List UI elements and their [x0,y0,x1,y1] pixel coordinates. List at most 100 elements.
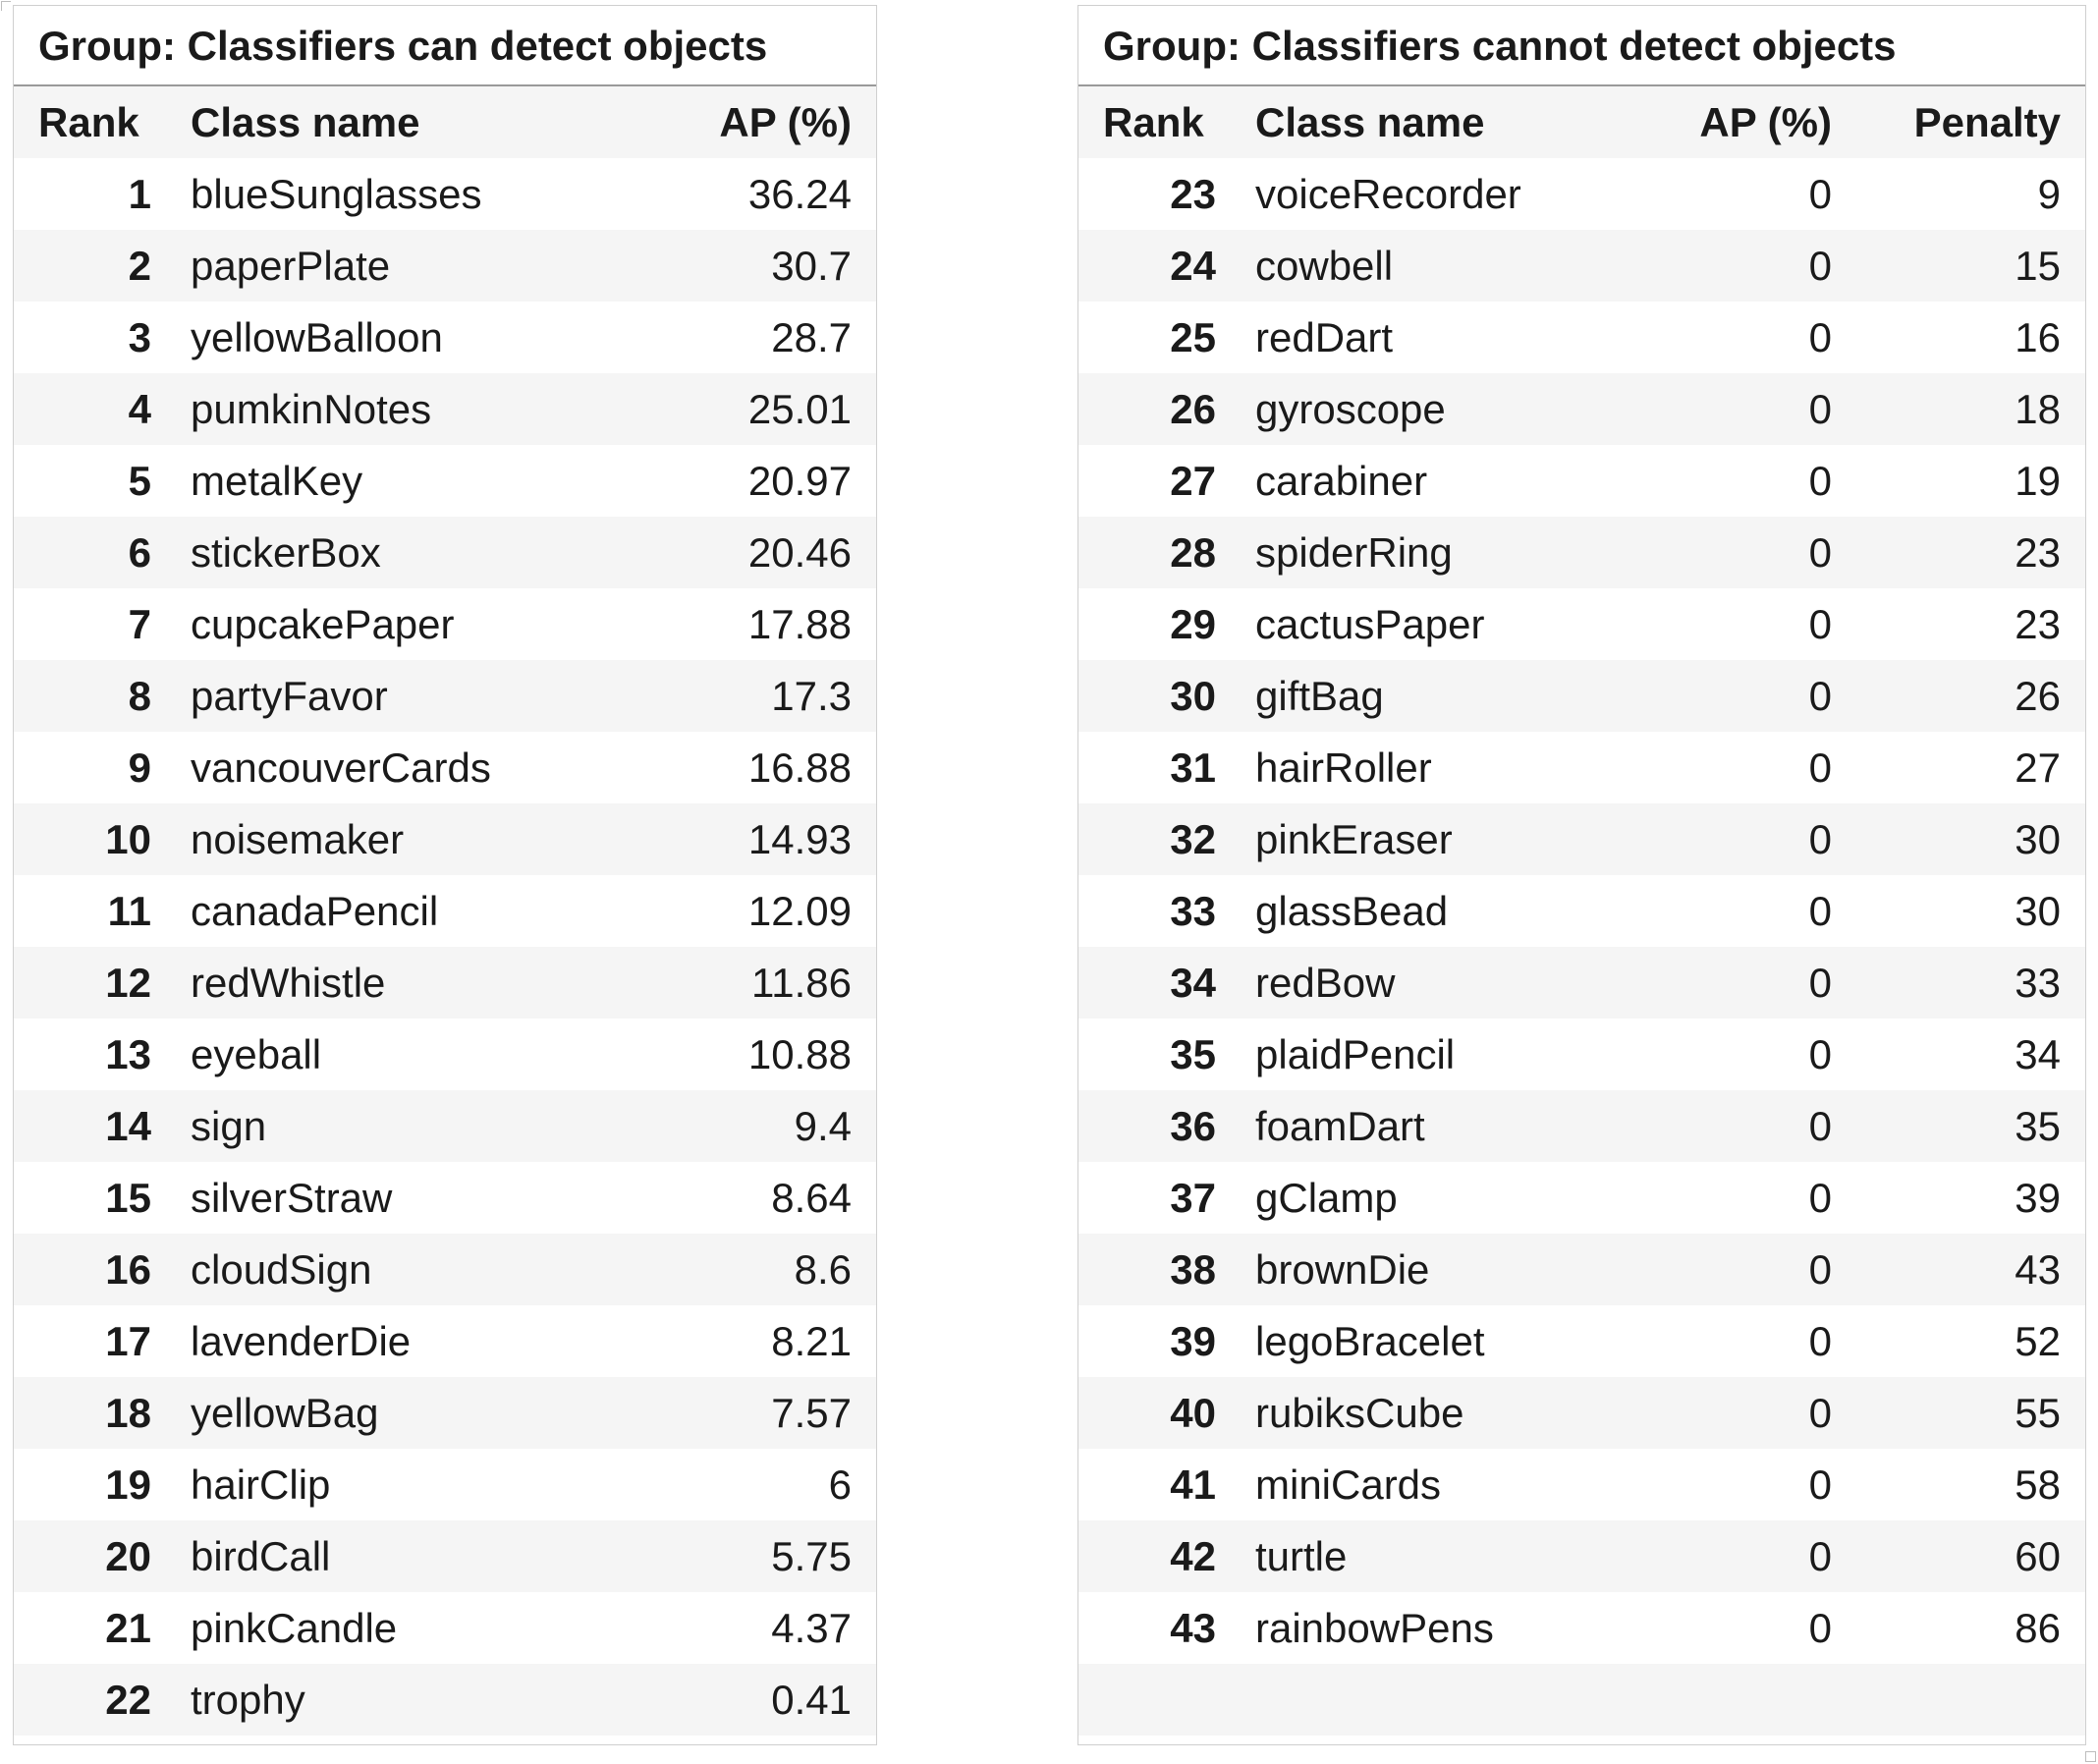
table-row: 28 spiderRing 0 23 [1078,517,2085,588]
rank-cell: 39 [1170,1317,1216,1364]
ap-cell: 0 [1808,959,1832,1006]
ap-cell: 0 [1808,528,1832,576]
rank-cell: 37 [1170,1174,1216,1221]
left-table-body: 1 blueSunglasses 36.24 2 paperPlate 30.7 3 yell… [14,158,876,1736]
class-name-cell: eyeball [191,1030,322,1077]
empty-cell [1078,1664,1216,1736]
table-row: 39 legoBracelet 0 52 [1078,1305,2085,1377]
table-row: 20 birdCall 5.75 [14,1520,876,1592]
class-name-cell: pumkinNotes [191,385,432,432]
table-row: 27 carabiner 0 19 [1078,445,2085,517]
ap-cell: 0 [1808,170,1832,217]
ap-cell: 0 [1808,672,1832,719]
table-row: 25 redDart 0 16 [1078,302,2085,373]
table-row: 9 vancouverCards 16.88 [14,732,876,803]
resize-handle[interactable] [2085,1751,2096,1762]
right-header-name: Class name [1255,98,1485,145]
ap-cell: 0 [1808,385,1832,432]
table-row: 38 brownDie 0 43 [1078,1234,2085,1305]
right-header-row: Rank Class name AP (%) Penalty [1078,86,2085,158]
rank-cell: 5 [128,457,151,504]
class-name-cell: voiceRecorder [1255,170,1521,217]
rank-cell: 9 [128,744,151,791]
ap-cell: 17.88 [747,600,852,647]
rank-cell: 11 [107,887,151,934]
class-name-cell: cowbell [1255,242,1394,289]
class-name-cell: stickerBox [191,528,381,576]
class-name-cell: yellowBag [191,1389,379,1436]
class-name-cell: silverStraw [191,1174,393,1221]
ap-cell: 17.3 [771,672,852,719]
rank-cell: 28 [1170,528,1216,576]
class-name-cell: sign [191,1102,267,1149]
left-header-name: Class name [191,98,420,145]
class-name-cell: paperPlate [191,242,391,289]
ap-cell: 0 [1808,887,1832,934]
rank-cell: 14 [105,1102,151,1149]
penalty-cell: 16 [2015,313,2061,360]
table-row: 7 cupcakePaper 17.88 [14,588,876,660]
table-row: 24 cowbell 0 15 [1078,230,2085,302]
rank-cell: 41 [1170,1461,1216,1508]
class-name-cell: hairClip [191,1461,331,1508]
class-name-cell: redBow [1255,959,1396,1006]
rank-cell: 13 [105,1030,151,1077]
class-name-cell: redDart [1255,313,1394,360]
class-name-cell: rainbowPens [1255,1604,1494,1651]
ap-cell: 8.64 [771,1174,852,1221]
class-name-cell: vancouverCards [191,744,491,791]
ap-cell: 6 [828,1461,852,1508]
penalty-cell: 35 [2015,1102,2061,1149]
ap-cell: 12.09 [747,887,852,934]
table-row: 32 pinkEraser 0 30 [1078,803,2085,875]
class-name-cell: foamDart [1255,1102,1425,1149]
empty-row [1078,1664,2085,1736]
right-header-penalty: Penalty [1913,98,2061,145]
penalty-cell: 30 [2015,815,2061,862]
ap-cell: 8.21 [771,1317,852,1364]
right-table: Rank Class name AP (%) Penalty 23 voiceRe… [1078,86,2085,1736]
class-name-cell: legoBracelet [1255,1317,1485,1364]
table-row: 42 turtle 0 60 [1078,1520,2085,1592]
rank-cell: 36 [1170,1102,1216,1149]
penalty-cell: 15 [2015,242,2061,289]
class-name-cell: canadaPencil [191,887,439,934]
table-row: 3 yellowBalloon 28.7 [14,302,876,373]
rank-cell: 43 [1170,1604,1216,1651]
penalty-cell: 52 [2015,1317,2061,1364]
penalty-cell: 26 [2015,672,2061,719]
right-header-ap: AP (%) [1699,98,1832,145]
table-row: 34 redBow 0 33 [1078,947,2085,1019]
rank-cell: 10 [105,815,151,862]
ap-cell: 0 [1808,1604,1832,1651]
class-name-cell: giftBag [1255,672,1384,719]
table-row: 41 miniCards 0 58 [1078,1449,2085,1520]
table-row: 17 lavenderDie 8.21 [14,1305,876,1377]
empty-cell [1648,1664,1856,1736]
rank-cell: 25 [1170,313,1216,360]
rank-cell: 38 [1170,1245,1216,1293]
table-row: 12 redWhistle 11.86 [14,947,876,1019]
table-row: 30 giftBag 0 26 [1078,660,2085,732]
rank-cell: 27 [1170,457,1216,504]
ap-cell: 14.93 [747,815,852,862]
class-name-cell: carabiner [1255,457,1428,504]
ap-cell: 0 [1808,1389,1832,1436]
rank-cell: 22 [105,1676,151,1723]
penalty-cell: 58 [2015,1461,2061,1508]
table-row: 43 rainbowPens 0 86 [1078,1592,2085,1664]
rank-cell: 31 [1170,744,1216,791]
left-header-rank: Rank [38,98,139,145]
class-name-cell: gClamp [1255,1174,1398,1221]
ap-cell: 36.24 [747,170,852,217]
ap-cell: 0 [1808,1461,1832,1508]
selection-corner-top-left [1,1,11,11]
class-name-cell: birdCall [191,1532,331,1579]
class-name-cell: turtle [1255,1532,1348,1579]
table-row: 1 blueSunglasses 36.24 [14,158,876,230]
rank-cell: 7 [128,600,151,647]
rank-cell: 6 [128,528,151,576]
table-row: 4 pumkinNotes 25.01 [14,373,876,445]
ap-cell: 7.57 [771,1389,852,1436]
rank-cell: 17 [105,1317,151,1364]
